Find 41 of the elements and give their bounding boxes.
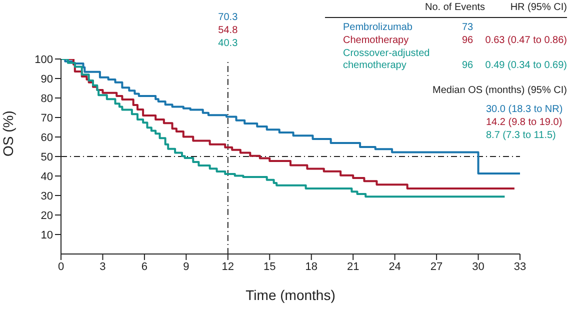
y-tick-label: 40	[40, 170, 53, 183]
annotation: 14.2 (9.8 to 19.0)	[486, 117, 562, 128]
annotation: 0.49 (0.34 to 0.69)	[485, 60, 567, 71]
text: 96	[462, 35, 474, 46]
x-tick-label: 33	[514, 260, 526, 273]
x-tick-label: 27	[430, 260, 443, 273]
text: 70.3	[217, 12, 239, 23]
text: Pembrolizumab	[343, 22, 414, 34]
text: No. of Events	[425, 2, 486, 13]
y-tick-label: 100	[34, 54, 53, 66]
y-tick-label: 30	[40, 190, 53, 202]
text: Chemotherapy	[343, 35, 410, 47]
x-axis-title: Time (months)	[246, 287, 336, 303]
y-tick-label: 60	[40, 132, 53, 144]
text: 54.8	[217, 25, 239, 36]
annotation: 8.7 (7.3 to 11.5)	[486, 130, 556, 141]
x-tick-label: 9	[183, 260, 190, 273]
y-axis-title: OS (%)	[0, 110, 16, 156]
annotation: 30.0 (18.3 to NR)	[486, 104, 563, 115]
x-tick-label: 24	[388, 260, 401, 273]
annotation: 96	[462, 60, 474, 71]
y-tick-label: 50	[40, 151, 53, 164]
text: 0.63 (0.47 to 0.86)	[485, 35, 567, 46]
x-tick-label: 6	[141, 260, 148, 273]
x-tick-label: 18	[305, 260, 318, 273]
text: 73	[462, 22, 474, 33]
x-tick-label: 12	[222, 260, 234, 273]
y-tick-label: 90	[40, 73, 53, 86]
text: 40.3	[217, 38, 239, 49]
y-tick-label: 80	[40, 92, 53, 105]
y-tick-label: 20	[40, 210, 53, 222]
x-tick-label: 21	[346, 260, 360, 273]
y-tick-label: 10	[40, 229, 53, 242]
y-tick-label: 70	[40, 112, 53, 124]
text: Crossover-adjusted chemotherapy	[343, 48, 431, 72]
text: HR (95% CI)	[510, 2, 567, 13]
x-tick-label: 15	[264, 260, 276, 273]
annotation: Median OS (months) (95% CI)	[432, 85, 567, 96]
x-tick-label: 3	[100, 260, 106, 273]
x-tick-label: 30	[472, 260, 484, 273]
x-tick-label: 0	[58, 260, 64, 273]
